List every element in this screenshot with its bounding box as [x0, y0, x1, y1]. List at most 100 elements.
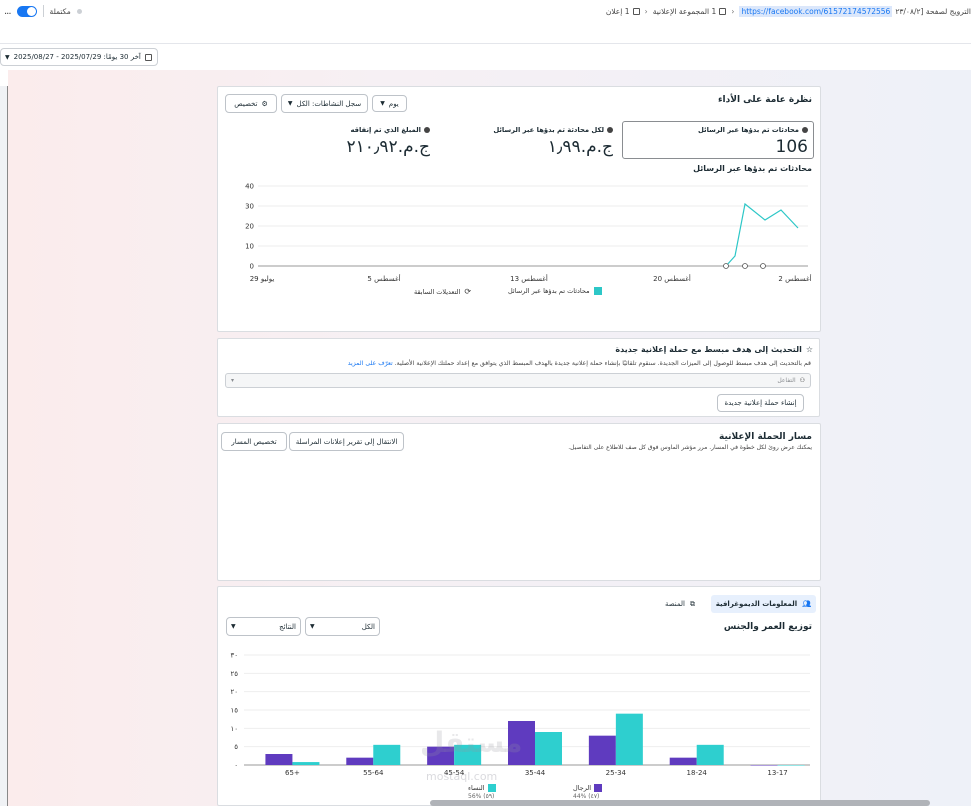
campaign-url[interactable]: https://facebook.com/61572174572556: [739, 6, 892, 17]
x-tick-label: 5 أغسطس: [367, 274, 400, 283]
all-dropdown[interactable]: الكل ▼: [305, 617, 380, 636]
bar-men: [670, 758, 697, 765]
y-tick-label: ٥: [234, 743, 238, 751]
objective-title: التحديث إلى هدف مبسط مع حملة إعلانية جدي…: [615, 345, 801, 354]
grid-icon: [719, 8, 726, 15]
legend-men[interactable]: الرجال (٤٧) 44%: [573, 784, 602, 800]
tab-platform[interactable]: ⧉ المنصة: [660, 595, 700, 613]
x-tick-label: 18-24: [687, 769, 708, 777]
age-gender-bar-chart: ٠ ٥ ١٠ ١٥ ٢٠ ٢٥ ٣٠ 13-17 18-24 25-34 35-44 45-54 55-…: [218, 647, 822, 787]
top-bar: ... مكتملة الترويج لصفحة [٢٣/٠٨/٢ https:…: [0, 0, 971, 44]
metric-amount-spent[interactable]: المبلغ الذي تم إنفاقه ج.م.٢١٠٫٩٢: [330, 126, 430, 157]
objective-update-card: ☆ التحديث إلى هدف مبسط مع حملة إعلانية ج…: [217, 338, 820, 417]
metric-label: المبلغ الذي تم إنفاقه: [350, 126, 421, 134]
y-tick-label: ٢٠: [230, 688, 238, 696]
all-dropdown-label: الكل: [362, 623, 375, 631]
x-tick-label: 13 أغسطس: [510, 274, 548, 283]
y-tick-label: ١٠: [230, 725, 238, 733]
objective-select-value: التفاعل: [777, 377, 795, 384]
campaign-name: الترويج لصفحة [٢٣/٠٨/٢: [895, 7, 971, 16]
objective-select[interactable]: ⚇ التفاعل ▾: [225, 373, 811, 388]
watermark-logo: مستقل: [420, 726, 522, 759]
x-tick-label: 55-64: [363, 769, 384, 777]
legend-women-swatch: [488, 784, 496, 792]
activity-log-label: سجل النشاطات: الكل: [297, 100, 362, 108]
breadcrumb-campaign[interactable]: الترويج لصفحة [٢٣/٠٨/٢ https://facebook.…: [739, 6, 971, 17]
legend-women-label: النساء: [468, 784, 485, 792]
customize-path-button[interactable]: تخصيص المسار: [221, 432, 287, 451]
bar-men: [751, 765, 778, 766]
y-tick-label: 0: [250, 263, 254, 271]
x-tick-label: 2 أغسطس: [778, 274, 811, 283]
divider: [43, 5, 44, 17]
tab-demographics-label: المعلومات الديموغرافية: [716, 600, 797, 608]
y-tick-label: ٠: [234, 762, 238, 770]
legend-series-label: محادثات تم بدؤها عبر الرسائل: [508, 287, 590, 295]
messaging-report-button[interactable]: الانتقال إلى تقرير إعلانات المراسلة: [289, 432, 404, 451]
legend-edits[interactable]: ⟳ التعديلات السابقة: [414, 287, 471, 296]
platform-icon: ⧉: [690, 600, 695, 609]
edit-gauge-icon: ⟳: [464, 287, 471, 296]
horizontal-scrollbar[interactable]: [430, 800, 930, 806]
chevron-left-icon: ‹: [645, 7, 648, 16]
legend-series[interactable]: محادثات تم بدؤها عبر الرسائل: [508, 287, 602, 295]
vertical-scrollbar[interactable]: [0, 86, 8, 806]
y-tick-label: ٣٠: [230, 652, 238, 660]
chevron-down-icon: ▼: [231, 623, 236, 630]
metric-label: محادثات تم بدؤها عبر الرسائل: [698, 126, 799, 134]
metric-value: ج.م.٢١٠٫٩٢: [330, 137, 430, 157]
legend-women[interactable]: النساء (٥٩) 56%: [468, 784, 496, 800]
tab-demographics[interactable]: 👥︎ المعلومات الديموغرافية: [711, 595, 816, 613]
more-options-icon[interactable]: ...: [4, 6, 11, 17]
status-text: مكتملة: [50, 7, 71, 16]
granularity-label: يوم: [389, 100, 399, 108]
metric-value: 106: [628, 137, 808, 157]
chevron-down-icon: ▼: [380, 100, 385, 107]
date-range-picker[interactable]: آخر 30 يومًا: 2025/07/29 - 2025/08/27 ▼: [0, 48, 158, 66]
ad-label: 1 إعلان: [606, 7, 630, 16]
age-gender-title: توزيع العمر والجنس: [724, 622, 812, 632]
campaign-path-card: مسار الحملة الإعلانية يمكنك عرض روئ لكل …: [217, 423, 821, 581]
overview-title: نظرة عامة على الأداء: [718, 95, 812, 105]
y-tick-label: ٢٥: [230, 670, 238, 678]
results-dropdown-label: النتائج: [279, 623, 296, 631]
adset-label: 1 المجموعة الإعلانية: [653, 7, 717, 16]
campaign-toggle[interactable]: [17, 6, 37, 17]
chevron-down-icon: ▾: [231, 377, 234, 384]
bar-men: [265, 754, 292, 765]
metric-cost-per-conversation[interactable]: لكل محادثة تم بدؤها عبر الرسائل ج.م.١٫٩٩: [478, 126, 613, 157]
breadcrumb-ad[interactable]: 1 إعلان: [606, 7, 640, 16]
y-tick-label: ١٥: [230, 707, 238, 715]
conversations-line-chart: 0 10 20 30 40 29 يوليو 5 أغسطس 13 أغسطس 20 أغسطس…: [218, 179, 822, 289]
bar-women: [778, 765, 805, 766]
status-dot-icon: [77, 9, 82, 14]
customize-button[interactable]: ⚙ تخصيص: [225, 94, 277, 113]
watermark-sub: mostaql.com: [426, 770, 497, 783]
breadcrumb-adset[interactable]: 1 المجموعة الإعلانية: [653, 7, 727, 16]
x-tick-label: 29 يوليو: [250, 275, 275, 283]
edit-marker-icon: [724, 264, 729, 269]
objective-description: قم بالتحديث إلى هدف مبسط للوصول إلى المي…: [348, 360, 811, 367]
info-icon: [802, 127, 808, 133]
bar-women: [616, 714, 643, 765]
ad-icon: [633, 8, 640, 15]
metric-value: ج.م.١٫٩٩: [478, 137, 613, 157]
objective-desc-text: قم بالتحديث إلى هدف مبسط للوصول إلى المي…: [395, 360, 811, 367]
bar-women: [535, 732, 562, 765]
status-group: ... مكتملة: [4, 3, 82, 19]
activity-log-dropdown[interactable]: سجل النشاطات: الكل ▼: [281, 94, 368, 113]
legend-men-pct: (٤٧) 44%: [573, 793, 599, 800]
granularity-dropdown[interactable]: يوم ▼: [372, 95, 407, 112]
edit-marker-icon: [761, 264, 766, 269]
x-tick-label: 65+: [285, 769, 300, 777]
results-dropdown[interactable]: النتائج ▼: [226, 617, 301, 636]
metric-conversations[interactable]: محادثات تم بدؤها عبر الرسائل 106: [622, 121, 814, 159]
x-tick-label: 25-34: [606, 769, 627, 777]
customize-path-label: تخصيص المسار: [231, 438, 276, 446]
chevron-down-icon: ▼: [288, 100, 293, 107]
campaign-path-title: مسار الحملة الإعلانية: [719, 432, 812, 442]
create-campaign-button[interactable]: إنشاء حملة إعلانية جديدة: [717, 394, 804, 412]
bar-women: [373, 745, 400, 765]
learn-more-link[interactable]: تعرّف على المزيد: [348, 360, 393, 367]
legend-men-label: الرجال: [573, 784, 591, 792]
